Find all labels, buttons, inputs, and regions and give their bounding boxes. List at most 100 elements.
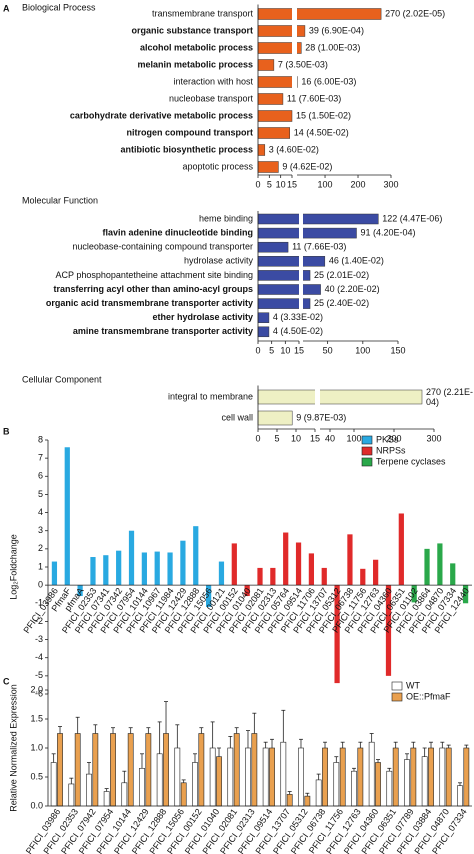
bar xyxy=(218,561,225,586)
y-tick-label: -2 xyxy=(35,616,43,626)
bar xyxy=(445,747,452,807)
bar xyxy=(421,756,428,807)
bar xyxy=(103,791,110,807)
x-tick-label: 150 xyxy=(390,345,405,355)
x-tick-label: 15 xyxy=(310,433,320,443)
category-label: heme binding xyxy=(199,213,253,223)
value-label-box: 270 (2.21E-04) xyxy=(426,387,473,407)
category-label: antibiotic biosynthetic process xyxy=(120,144,253,154)
category-label: apoptotic process xyxy=(182,161,253,171)
category-label: transferring acyl other than amino-acyl … xyxy=(53,284,253,294)
bar xyxy=(357,747,364,807)
bar xyxy=(269,747,275,807)
bar xyxy=(280,741,287,807)
bar xyxy=(64,447,70,586)
bar xyxy=(180,540,186,586)
axis-break xyxy=(299,283,303,296)
bar xyxy=(257,213,379,225)
bar xyxy=(257,127,290,139)
category-label: organic substance transport xyxy=(131,25,253,35)
bar xyxy=(193,526,199,586)
bar xyxy=(227,747,234,807)
bar xyxy=(334,585,340,684)
bar xyxy=(304,795,311,807)
bar xyxy=(50,762,57,807)
x-tick-label: 0 xyxy=(255,345,260,355)
bar xyxy=(257,144,266,156)
bar xyxy=(262,747,269,807)
bar xyxy=(375,762,381,807)
bar xyxy=(257,93,284,105)
y-tick-label: 0 xyxy=(38,580,43,590)
panel-label: A xyxy=(3,3,10,13)
value-label: 25 (2.01E-02) xyxy=(314,270,369,280)
y-tick-label: 0.5 xyxy=(30,771,43,781)
bar xyxy=(110,733,116,807)
bar xyxy=(51,561,58,586)
value-label: 4 (4.50E-02) xyxy=(273,326,323,336)
value-label: 40 (2.20E-02) xyxy=(325,284,380,294)
bar xyxy=(308,553,315,586)
category-label: amine transmembrane transporter activity xyxy=(73,326,253,336)
bar xyxy=(360,568,366,586)
x-tick-label: 10 xyxy=(291,433,301,443)
category-label: hydrolase activity xyxy=(184,256,254,266)
value-label: 25 (2.40E-02) xyxy=(314,298,369,308)
category-label: interaction with host xyxy=(173,76,253,86)
y-tick-label: 1.5 xyxy=(30,713,43,723)
category-label: nitrogen compound transport xyxy=(127,127,254,137)
category-label: integral to membrane xyxy=(168,391,253,401)
y-tick-label: 0.0 xyxy=(30,800,43,810)
y-tick-label: 7 xyxy=(38,453,43,463)
bar xyxy=(295,542,302,586)
bar xyxy=(244,585,250,597)
bar xyxy=(257,410,293,426)
bar xyxy=(257,241,289,253)
bar xyxy=(116,550,122,586)
bar xyxy=(209,747,216,807)
x-tick-label: 100 xyxy=(346,433,361,443)
value-label: 39 (6.90E-04) xyxy=(309,25,364,35)
y-tick-label: 6 xyxy=(38,471,43,481)
bar xyxy=(167,552,173,586)
axis-break xyxy=(299,297,303,310)
bar xyxy=(257,161,279,173)
bar xyxy=(90,557,96,586)
x-tick-label: 0 xyxy=(255,433,260,443)
chart-title: Cellular Component xyxy=(22,374,102,384)
x-tick-label: 50 xyxy=(323,345,333,355)
bar xyxy=(257,256,326,267)
bar xyxy=(245,747,251,807)
bar xyxy=(392,747,399,807)
bar xyxy=(92,733,99,807)
bar xyxy=(68,783,75,807)
chart-title: Molecular Function xyxy=(22,195,98,205)
bar xyxy=(257,76,298,88)
y-tick-label: -1 xyxy=(35,598,43,608)
y-tick-label: 4 xyxy=(38,507,43,517)
bar xyxy=(351,770,357,807)
value-label: 11 (7.60E-03) xyxy=(287,93,341,103)
x-tick-label: 10 xyxy=(280,345,290,355)
bar xyxy=(315,779,322,807)
bar xyxy=(270,567,276,586)
x-tick-label: 5 xyxy=(267,179,272,189)
bar xyxy=(145,733,152,807)
y-axis-label: Relative Normalized Expression xyxy=(8,684,18,812)
category-label: ether hydrolase activity xyxy=(152,312,253,322)
legend-swatch xyxy=(361,435,373,445)
axis-break xyxy=(299,269,303,282)
x-tick-label: 200 xyxy=(386,433,401,443)
chart-title: Biological Process xyxy=(22,2,96,12)
bar xyxy=(57,733,63,807)
legend-swatch xyxy=(361,457,373,467)
bar xyxy=(174,747,181,807)
bar xyxy=(141,552,147,586)
category-label: organic acid transmembrane transporter a… xyxy=(46,298,253,308)
bar xyxy=(216,756,222,807)
y-axis-label: Log₂Foldchange xyxy=(8,534,18,600)
x-tick-label: 40 xyxy=(325,433,335,443)
bar xyxy=(154,551,160,586)
bar xyxy=(198,733,205,807)
bar xyxy=(231,543,237,586)
